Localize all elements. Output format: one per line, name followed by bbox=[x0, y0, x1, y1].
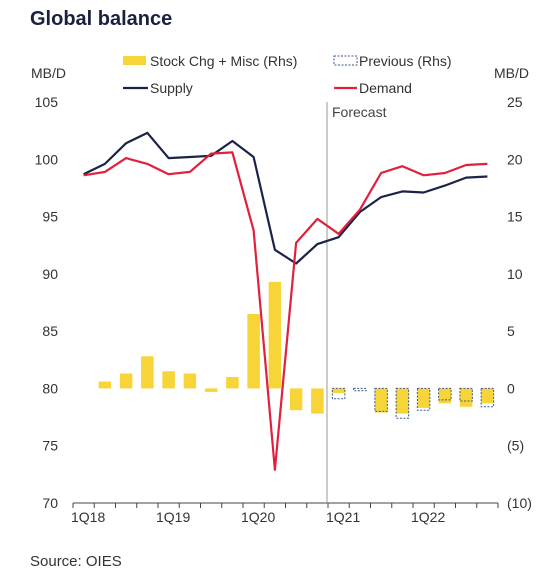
forecast-label: Forecast bbox=[332, 104, 387, 120]
x-tick-label: 1Q18 bbox=[71, 509, 105, 525]
left-tick-label: 70 bbox=[42, 495, 58, 511]
x-tick-label: 1Q21 bbox=[326, 509, 360, 525]
stock-change-bar bbox=[98, 381, 112, 389]
right-tick-label: (5) bbox=[507, 438, 524, 454]
stock-change-bar bbox=[438, 388, 452, 404]
stock-change-bar bbox=[204, 388, 218, 392]
stock-change-bar bbox=[481, 388, 494, 404]
left-tick-label: 100 bbox=[35, 151, 59, 167]
previous-bar bbox=[331, 387, 346, 400]
left-tick-label: 85 bbox=[42, 323, 58, 339]
x-tick-label: 1Q19 bbox=[156, 509, 190, 525]
stock-change-bar bbox=[396, 388, 409, 414]
x-tick-label: 1Q20 bbox=[241, 509, 275, 525]
legend-supply-label: Supply bbox=[150, 80, 193, 96]
stock-change-bar bbox=[289, 388, 303, 411]
global-balance-chart: MB/D MB/D 70 75 80 85 90 95 100 105 (10) (5) 0 5 10 15 2… bbox=[31, 53, 532, 525]
left-tick-label: 95 bbox=[42, 209, 58, 225]
stock-change-bar bbox=[119, 373, 133, 389]
chart-title: Global balance bbox=[30, 8, 173, 30]
right-tick-label: 20 bbox=[507, 151, 523, 167]
left-tick-label: 80 bbox=[42, 380, 58, 396]
supply-line bbox=[83, 131, 488, 265]
stock-change-bar bbox=[247, 313, 260, 389]
stock-change-bar bbox=[417, 388, 430, 408]
stock-change-bar bbox=[332, 388, 345, 394]
right-tick-label: 5 bbox=[507, 323, 515, 339]
stock-change-bar bbox=[374, 388, 388, 413]
left-tick-label: 105 bbox=[35, 94, 59, 110]
previous-bar bbox=[438, 387, 452, 401]
right-tick-label: 0 bbox=[507, 380, 515, 396]
stock-change-bar bbox=[162, 371, 175, 389]
stock-change-bar bbox=[183, 373, 197, 389]
right-tick-label: 10 bbox=[507, 266, 523, 282]
right-tick-label: (10) bbox=[507, 495, 532, 511]
legend-previous-swatch bbox=[333, 55, 358, 66]
previous-bar bbox=[480, 387, 495, 408]
left-tick-label: 90 bbox=[42, 266, 58, 282]
right-tick-label: 15 bbox=[507, 209, 523, 225]
previous-bar bbox=[459, 387, 473, 402]
source-note: Source: OIES bbox=[30, 553, 122, 570]
stock-change-bar bbox=[226, 376, 239, 389]
demand-line bbox=[83, 151, 488, 471]
x-tick-label: 1Q22 bbox=[411, 509, 445, 525]
left-axis-unit: MB/D bbox=[31, 65, 66, 81]
legend-demand-label: Demand bbox=[359, 80, 412, 96]
legend-stock-swatch bbox=[123, 56, 146, 65]
left-tick-label: 75 bbox=[42, 438, 58, 454]
right-tick-label: 25 bbox=[507, 94, 523, 110]
right-axis-unit: MB/D bbox=[494, 65, 529, 81]
legend-previous-label: Previous (Rhs) bbox=[359, 53, 452, 69]
stock-change-bar bbox=[141, 356, 154, 389]
stock-change-bar bbox=[459, 388, 473, 407]
previous-bar bbox=[416, 387, 431, 411]
previous-bar bbox=[353, 387, 367, 392]
stock-change-bar bbox=[311, 388, 324, 414]
legend-stock-label: Stock Chg + Misc (Rhs) bbox=[150, 53, 297, 69]
stock-change-bar bbox=[268, 281, 282, 389]
